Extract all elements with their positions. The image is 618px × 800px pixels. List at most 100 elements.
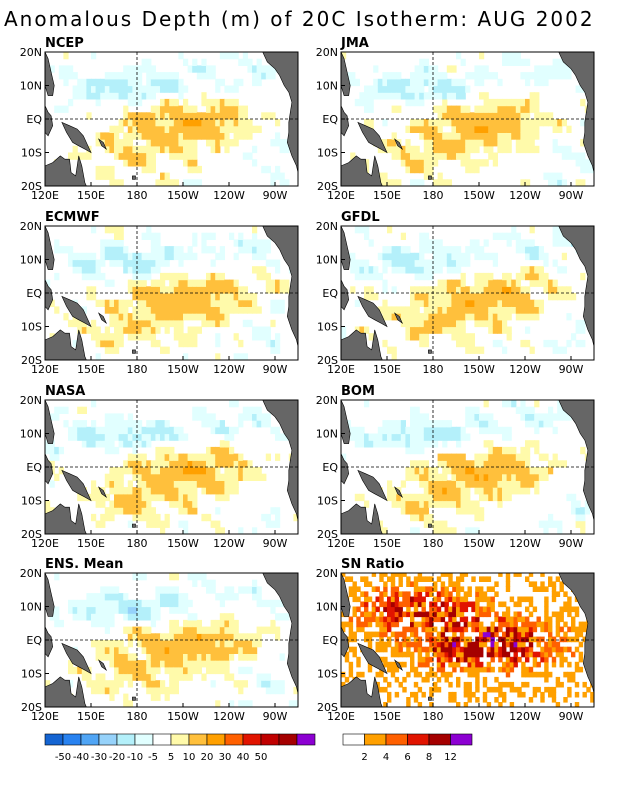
field-cell <box>123 85 129 93</box>
field-cell <box>265 413 271 421</box>
field-cell <box>474 413 480 421</box>
field-cell <box>490 641 495 648</box>
field-cell <box>494 616 499 623</box>
field-cell <box>467 651 472 658</box>
field-cell <box>413 591 419 597</box>
field-cell <box>279 299 285 307</box>
field-cell <box>475 601 480 608</box>
field-cell <box>465 85 471 93</box>
field-cell <box>469 413 475 421</box>
field-cell <box>86 440 92 448</box>
field-cell <box>178 139 184 147</box>
field-cell <box>414 85 420 93</box>
field-cell <box>410 313 416 321</box>
field-cell <box>100 513 106 522</box>
field-cell <box>543 520 549 528</box>
field-cell <box>540 646 545 653</box>
field-cell <box>150 246 156 254</box>
field-cell <box>552 339 558 348</box>
field-cell <box>155 473 161 481</box>
field-cell <box>419 426 425 435</box>
field-cell <box>444 596 449 603</box>
field-cell <box>451 279 457 287</box>
field-cell <box>219 460 225 468</box>
field-cell <box>506 105 512 113</box>
field-cell <box>479 480 485 488</box>
field-cell <box>242 299 248 307</box>
field-cell <box>414 259 420 267</box>
field-cell <box>348 631 354 638</box>
field-cell <box>428 266 434 274</box>
field-cell <box>474 406 480 414</box>
field-cell <box>414 507 420 515</box>
field-cell <box>506 239 512 247</box>
field-cell <box>429 601 434 608</box>
field-cell <box>146 460 152 468</box>
field-cell <box>492 493 498 502</box>
field-cell <box>460 326 466 334</box>
field-cell <box>390 586 396 592</box>
field-cell <box>375 631 380 638</box>
field-cell <box>498 636 503 643</box>
field-cell <box>132 626 138 634</box>
field-cell <box>423 413 429 421</box>
field-cell <box>552 119 558 127</box>
field-cell <box>127 453 133 461</box>
field-cell <box>521 666 526 673</box>
field-cell <box>141 165 147 174</box>
field-cell <box>474 239 480 247</box>
field-cell <box>123 613 129 621</box>
field-cell <box>219 313 225 321</box>
field-cell <box>425 586 430 592</box>
field-cell <box>506 333 512 341</box>
field-cell <box>91 440 97 448</box>
field-cell <box>465 420 471 428</box>
field-cell <box>114 500 120 508</box>
field-cell <box>77 266 83 274</box>
field-cell <box>348 636 354 643</box>
colorbar-swatch <box>80 733 100 746</box>
field-cell <box>502 52 508 60</box>
field-cell <box>580 507 586 515</box>
field-cell <box>382 172 388 180</box>
land-mass <box>428 696 432 701</box>
field-cell <box>465 527 471 534</box>
field-cell <box>279 172 285 180</box>
field-cell <box>146 606 152 614</box>
field-cell <box>150 152 156 160</box>
field-cell <box>155 593 161 601</box>
field-cell <box>440 586 446 592</box>
field-cell <box>95 326 101 334</box>
field-cell <box>423 172 429 180</box>
field-cell <box>146 633 152 641</box>
field-cell <box>506 400 512 408</box>
field-cell <box>114 239 120 247</box>
land-mass <box>341 279 350 311</box>
field-cell <box>390 601 396 608</box>
field-cell <box>229 473 235 481</box>
field-cell <box>132 319 138 328</box>
field-cell <box>275 686 281 695</box>
field-cell <box>371 611 377 618</box>
field-cell <box>383 573 388 577</box>
field-cell <box>137 480 143 488</box>
field-cell <box>91 613 97 621</box>
field-cell <box>525 576 530 582</box>
field-cell <box>433 596 438 603</box>
field-cell <box>428 78 434 87</box>
field-cell <box>469 246 475 254</box>
field-cell <box>390 606 396 613</box>
field-cell <box>529 313 535 321</box>
field-cell <box>551 697 557 703</box>
field-cell <box>479 631 484 638</box>
field-cell <box>442 467 448 475</box>
field-cell <box>474 139 480 147</box>
field-cell <box>81 433 87 441</box>
field-cell <box>215 279 221 287</box>
field-cell <box>219 480 225 488</box>
field-cell <box>414 266 420 274</box>
field-cell <box>192 58 198 66</box>
field-cell <box>252 406 258 414</box>
field-cell <box>368 239 374 247</box>
field-cell <box>352 606 357 613</box>
